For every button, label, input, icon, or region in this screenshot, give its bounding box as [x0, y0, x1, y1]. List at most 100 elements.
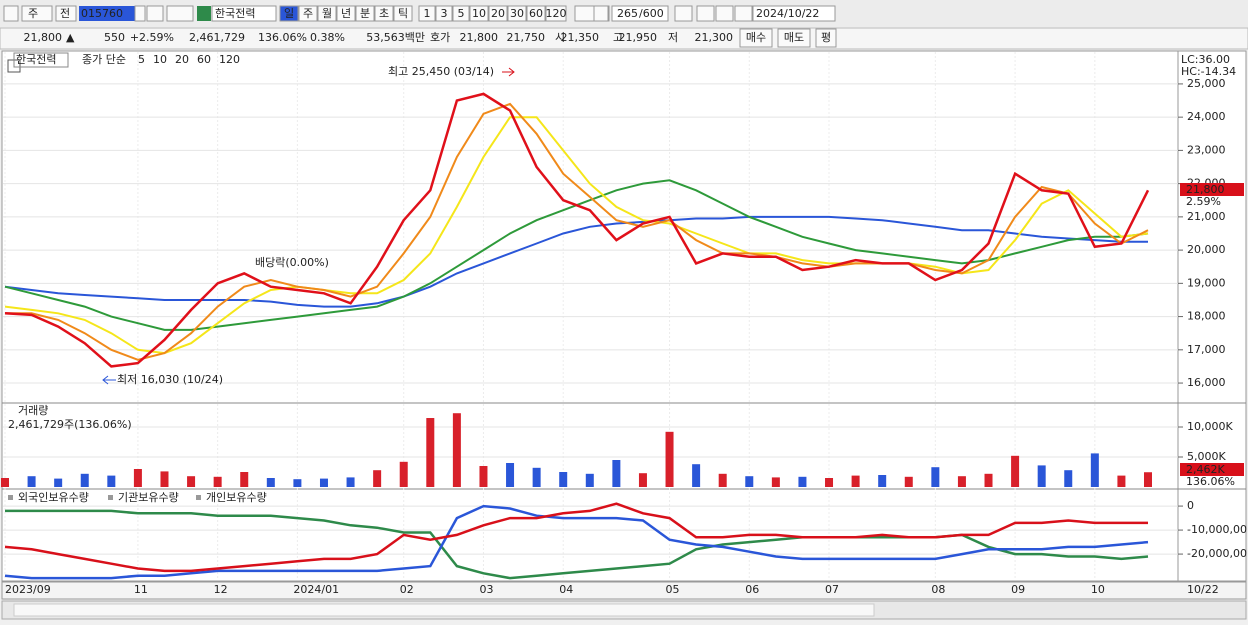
button[interactable]: [696, 5, 715, 22]
volume-bar: [798, 476, 807, 487]
stock-name: 한국전력: [215, 7, 255, 20]
button[interactable]: [374, 5, 394, 22]
y-tick-label: 23,000: [1187, 143, 1226, 156]
volume-bar: [825, 478, 834, 487]
period-button[interactable]: 틱: [398, 7, 408, 20]
button[interactable]: [526, 5, 546, 22]
series-line: [4, 502, 1148, 573]
button[interactable]: [393, 5, 413, 22]
period-button[interactable]: 일: [284, 6, 294, 20]
volume-bar: [160, 471, 169, 487]
button[interactable]: [734, 5, 753, 22]
button[interactable]: [452, 5, 470, 22]
button[interactable]: [777, 28, 811, 48]
button[interactable]: [134, 5, 146, 22]
button[interactable]: [815, 28, 837, 48]
volume-bar: [1011, 455, 1020, 487]
volume-bar: [1117, 475, 1126, 487]
button[interactable]: [507, 5, 527, 22]
legend-entry: 20: [175, 53, 189, 66]
x-axis-bg: [1, 581, 1247, 600]
volume-bar: [904, 476, 913, 487]
interval-button[interactable]: 3: [441, 7, 448, 20]
legend-title: 종가 단순: [82, 53, 126, 66]
button[interactable]: [593, 5, 609, 22]
axis-bg: [1177, 50, 1247, 582]
volume-bar: [984, 473, 993, 487]
avg-button[interactable]: 평: [821, 31, 831, 44]
new-badge: [197, 6, 211, 21]
name-box: [211, 5, 277, 22]
y-tick-label: 24,000: [1187, 110, 1226, 123]
quote-arrow: ▲: [66, 31, 75, 44]
buy-button[interactable]: 매수: [746, 31, 766, 44]
button[interactable]: [3, 5, 19, 22]
y-tick-label: 18,000: [1187, 310, 1226, 323]
arrow: [102, 375, 116, 385]
quote-low-label: 저: [668, 31, 678, 44]
button[interactable]: [739, 28, 773, 48]
button[interactable]: [545, 5, 567, 22]
button[interactable]: [146, 5, 164, 22]
legend-swatch: [108, 495, 113, 500]
button[interactable]: [166, 5, 194, 22]
stock-code[interactable]: 015760: [81, 7, 123, 20]
prev-button[interactable]: 전: [60, 7, 70, 20]
volume-box: [1180, 463, 1244, 476]
button[interactable]: [418, 5, 436, 22]
x-tick-label: 12: [214, 583, 228, 596]
volume-bar: [426, 418, 435, 487]
quote-low: 21,300: [695, 31, 734, 44]
volume-bar: [1064, 470, 1073, 487]
button[interactable]: [469, 5, 489, 22]
button[interactable]: [715, 5, 734, 22]
interval-button[interactable]: 5: [458, 7, 465, 20]
quote-bg: [0, 27, 1248, 50]
volume-bar: [638, 473, 647, 487]
volume-bar: [452, 413, 461, 487]
interval-button[interactable]: 30: [510, 7, 524, 20]
button[interactable]: [55, 5, 77, 22]
volume-bar: [878, 475, 887, 487]
period-button[interactable]: 초: [379, 7, 389, 20]
period-button[interactable]: 년: [341, 7, 351, 20]
annotation-low: 최저 16,030 (10/24): [117, 373, 223, 386]
interval-button[interactable]: 60: [529, 7, 543, 20]
button[interactable]: [674, 5, 693, 22]
volume-bar: [107, 475, 116, 487]
legend-entry: 기관보유수량: [118, 491, 179, 504]
code-input[interactable]: [79, 6, 135, 21]
legend-swatch: [8, 495, 13, 500]
button[interactable]: [435, 5, 453, 22]
button[interactable]: [355, 5, 375, 22]
button[interactable]: [336, 5, 356, 22]
period-button[interactable]: 월: [322, 7, 332, 20]
button[interactable]: [21, 5, 53, 22]
interval-button[interactable]: 10: [472, 7, 486, 20]
period-button[interactable]: 분: [360, 7, 370, 20]
volume-bar: [718, 473, 727, 487]
interval-button[interactable]: 1: [424, 7, 431, 20]
quote-open-label: 시: [555, 31, 565, 44]
button[interactable]: [488, 5, 508, 22]
interval-button[interactable]: 120: [546, 7, 567, 20]
button[interactable]: [317, 5, 337, 22]
arrow: [502, 67, 515, 77]
quote-high-label: 고: [613, 31, 623, 44]
volume-bar: [399, 461, 408, 487]
market-select[interactable]: 주: [28, 7, 38, 20]
button[interactable]: [298, 5, 318, 22]
y-tick-label: 5,000K: [1187, 450, 1226, 463]
interval-button[interactable]: 20: [491, 7, 505, 20]
panel-subtitle: 2,461,729주(136.06%): [8, 418, 132, 431]
y-tick-label: 19,000: [1187, 276, 1226, 289]
volume-bar: [665, 431, 674, 487]
quote-price: 21,800: [24, 31, 63, 44]
volume-bar: [1037, 465, 1046, 487]
volume-bar: [692, 464, 701, 487]
period-button[interactable]: 주: [303, 7, 313, 20]
legend-entry: 개인보유수량: [206, 491, 267, 504]
button[interactable]: [279, 5, 299, 22]
sell-button[interactable]: 매도: [784, 31, 804, 44]
date[interactable]: 2024/10/22: [756, 7, 819, 20]
